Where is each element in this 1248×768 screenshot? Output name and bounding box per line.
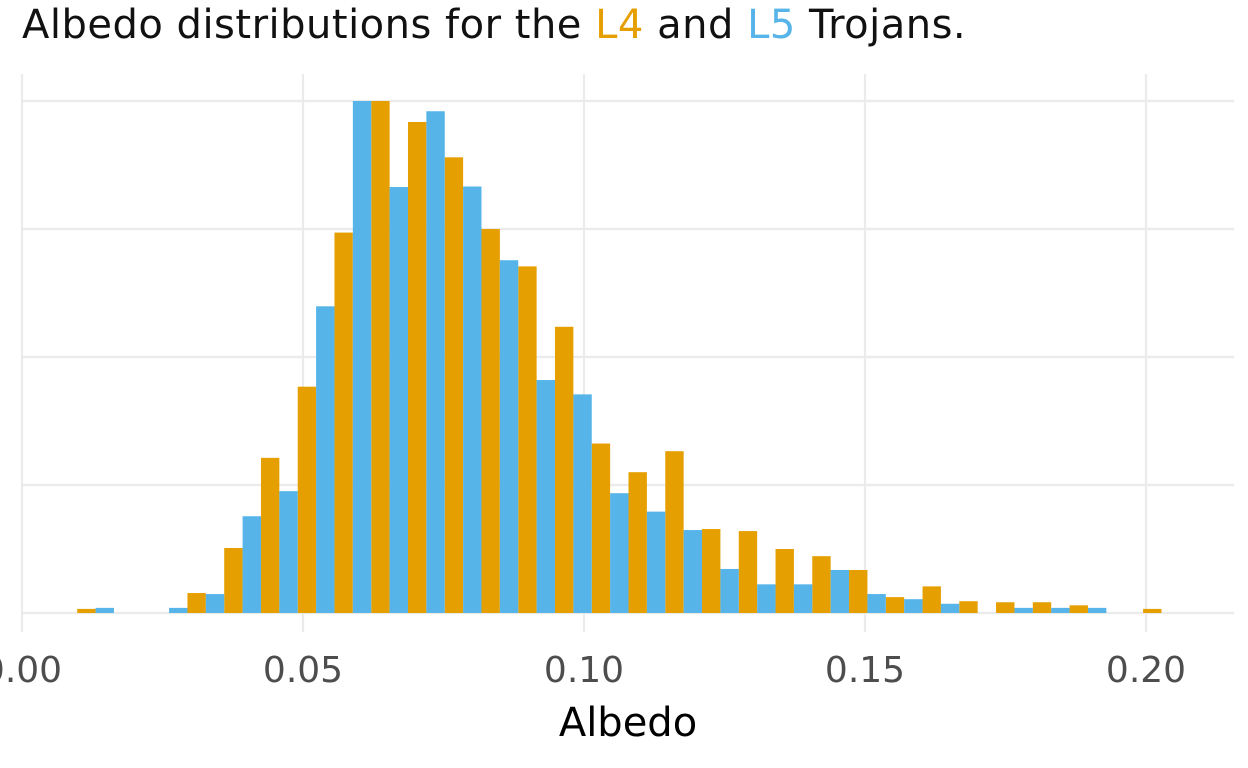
bar-l4-14 [591, 443, 611, 613]
x-tick-label-4: 0.20 [1106, 650, 1186, 691]
bar-l4-13 [555, 326, 574, 613]
bar-l4-19 [775, 549, 794, 613]
bar-l5-22 [904, 599, 923, 613]
chart-title-part-3: and [643, 2, 748, 48]
bar-l5-8 [389, 187, 408, 613]
chart-title-part-5: Trojans. [795, 2, 967, 48]
bar-l4-16 [665, 451, 684, 613]
bar-l4-7 [334, 232, 353, 613]
bar-l4-27 [1069, 605, 1088, 613]
bar-l5-13 [573, 394, 592, 613]
bar-l4-23 [922, 586, 941, 613]
bar-l4-6 [297, 386, 317, 613]
bar-l5-25 [1014, 607, 1033, 613]
bar-l5-15 [646, 511, 666, 613]
x-tick-label-1: 0.05 [263, 650, 343, 691]
bar-l4-21 [849, 569, 868, 613]
x-axis-tick-labels: 0.00 0.05 0.10 0.15 0.20 [0, 650, 1186, 691]
bar-l5-20 [830, 569, 850, 613]
bar-l4-20 [812, 556, 831, 613]
bar-l5-21 [867, 594, 886, 613]
bar-l5-18 [757, 584, 776, 613]
bar-l5-19 [793, 584, 813, 613]
x-axis-title: Albedo [559, 700, 697, 746]
chart-title-l5: L5 [747, 2, 796, 48]
bar-l5-2 [169, 607, 188, 613]
bar-l4-5 [260, 457, 280, 613]
x-tick-label-3: 0.15 [825, 650, 905, 691]
histogram-bars [77, 101, 1162, 614]
x-tick-label-0: 0.00 [0, 650, 62, 691]
bar-l5-23 [940, 603, 960, 613]
bar-l5-0 [95, 607, 114, 613]
bar-l5-9 [426, 111, 445, 614]
chart-title: Albedo distributions for the L4 and L5 T… [22, 2, 966, 48]
bar-l5-17 [720, 568, 739, 613]
bar-l4-15 [628, 472, 647, 613]
bar-l5-27 [1087, 607, 1107, 613]
bar-l4-26 [1032, 602, 1052, 613]
bar-l5-12 [536, 380, 555, 613]
bar-l5-16 [683, 530, 703, 613]
bar-l5-4 [242, 516, 261, 613]
chart-title-part-1: Albedo distributions for the [22, 2, 596, 48]
bar-l5-7 [352, 101, 372, 613]
bar-l4-24 [959, 601, 978, 613]
bar-l5-10 [463, 186, 482, 613]
bar-l4-0 [77, 608, 96, 613]
bar-l5-14 [610, 493, 629, 613]
bar-l4-4 [224, 547, 243, 613]
bar-l4-9 [407, 121, 427, 614]
bar-l4-10 [444, 157, 464, 613]
bar-l4-22 [885, 597, 905, 613]
chart-title-l4: L4 [595, 2, 644, 48]
bar-l5-3 [205, 594, 225, 613]
bar-l5-11 [499, 260, 519, 613]
bar-l4-18 [738, 531, 758, 613]
bar-l4-11 [481, 229, 500, 613]
x-tick-label-2: 0.10 [544, 650, 624, 691]
bar-l4-29 [1143, 608, 1162, 613]
bar-l5-26 [1051, 607, 1070, 613]
bar-l5-5 [279, 491, 298, 613]
bar-l4-12 [518, 266, 537, 613]
bar-l4-8 [371, 101, 390, 613]
bar-l4-3 [187, 593, 206, 613]
bar-l4-25 [996, 602, 1015, 613]
bar-l5-6 [316, 306, 335, 613]
bar-l4-17 [702, 529, 721, 613]
